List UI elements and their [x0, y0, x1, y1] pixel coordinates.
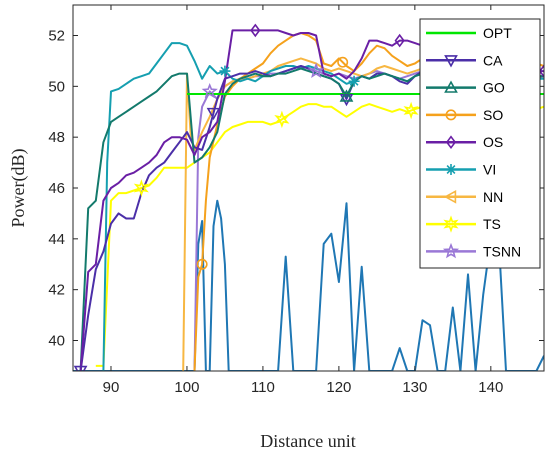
marker-ca-1: [206, 107, 221, 121]
legend-label-os: OS: [483, 134, 503, 150]
y-tick-label-50: 50: [48, 78, 65, 95]
marker-ca-0: [73, 365, 88, 371]
legend-marker-os: [445, 135, 457, 150]
y-tick-label-52: 52: [48, 28, 65, 45]
legend-label-ts: TS: [483, 216, 501, 232]
legend-marker-ca: [444, 55, 458, 68]
legend-marker-go: [444, 80, 458, 93]
y-axis-ticks: 40 42 44 46 48 50 52: [48, 28, 544, 350]
legend-item-nn: NN: [426, 189, 503, 205]
marker-ts-0: [133, 179, 149, 197]
baseline-series: [73, 199, 544, 371]
legend-item-ts: TS: [426, 215, 501, 233]
y-tick-label-42: 42: [48, 282, 65, 299]
marker-so-1: [337, 56, 349, 68]
legend-label-vi: VI: [483, 162, 496, 178]
marker-so-0: [196, 258, 208, 270]
marker-vi-0: [219, 65, 231, 77]
marker-go-0: [339, 89, 354, 102]
marker-ts-2: [403, 101, 419, 120]
legend-item-vi: VI: [426, 162, 496, 178]
y-tick-label-44: 44: [48, 231, 65, 248]
legend-item-so: SO: [426, 107, 503, 123]
legend-marker-vi: [445, 164, 457, 175]
baseline-line: [73, 199, 544, 371]
legend-label-ca: CA: [483, 52, 503, 68]
legend-marker-ts: [443, 215, 459, 233]
legend-item-opt: OPT: [426, 25, 512, 41]
legend-marker-so: [445, 109, 457, 121]
marker-os-1: [394, 33, 405, 48]
marker-ts-1: [274, 110, 290, 129]
legend-label-nn: NN: [483, 189, 503, 205]
legend-item-go: GO: [426, 80, 505, 96]
y-tick-label-40: 40: [48, 333, 65, 350]
x-tick-label-130: 130: [402, 379, 427, 396]
y-axis-label: Power(dB): [8, 149, 29, 228]
legend-item-os: OS: [426, 134, 503, 150]
legend-item-ca: CA: [426, 52, 503, 68]
marker-os-2: [538, 64, 544, 78]
legend-marker-nn: [443, 189, 457, 204]
marker-tsnn-1: [307, 62, 325, 78]
legend-item-tsnn: TSNN: [426, 242, 521, 259]
marker-os-0: [250, 23, 261, 38]
y-tick-label-46: 46: [48, 180, 65, 197]
marker-tsnn-0: [201, 82, 218, 99]
marker-vi-1: [348, 75, 360, 87]
x-tick-label-120: 120: [326, 379, 351, 396]
y-tick-label-48: 48: [48, 129, 65, 146]
x-tick-label-90: 90: [103, 379, 120, 396]
legend-box: [419, 18, 541, 269]
x-axis-label: Distance unit: [260, 431, 355, 451]
x-tick-label-100: 100: [174, 379, 199, 396]
legend-marker-tsnn: [442, 242, 460, 259]
x-tick-label-110: 110: [251, 379, 275, 396]
legend-label-so: SO: [483, 107, 503, 123]
legend: OPT CA GO SO OS VI NN TS TSNN: [419, 18, 541, 269]
legend-label-go: GO: [483, 80, 505, 96]
x-axis-ticks: 90 100 110 120 130 140: [103, 5, 503, 396]
legend-label-tsnn: TSNN: [483, 243, 521, 259]
marker-ca-2: [339, 93, 354, 107]
x-tick-label-140: 140: [478, 379, 503, 396]
legend-label-opt: OPT: [483, 25, 512, 41]
